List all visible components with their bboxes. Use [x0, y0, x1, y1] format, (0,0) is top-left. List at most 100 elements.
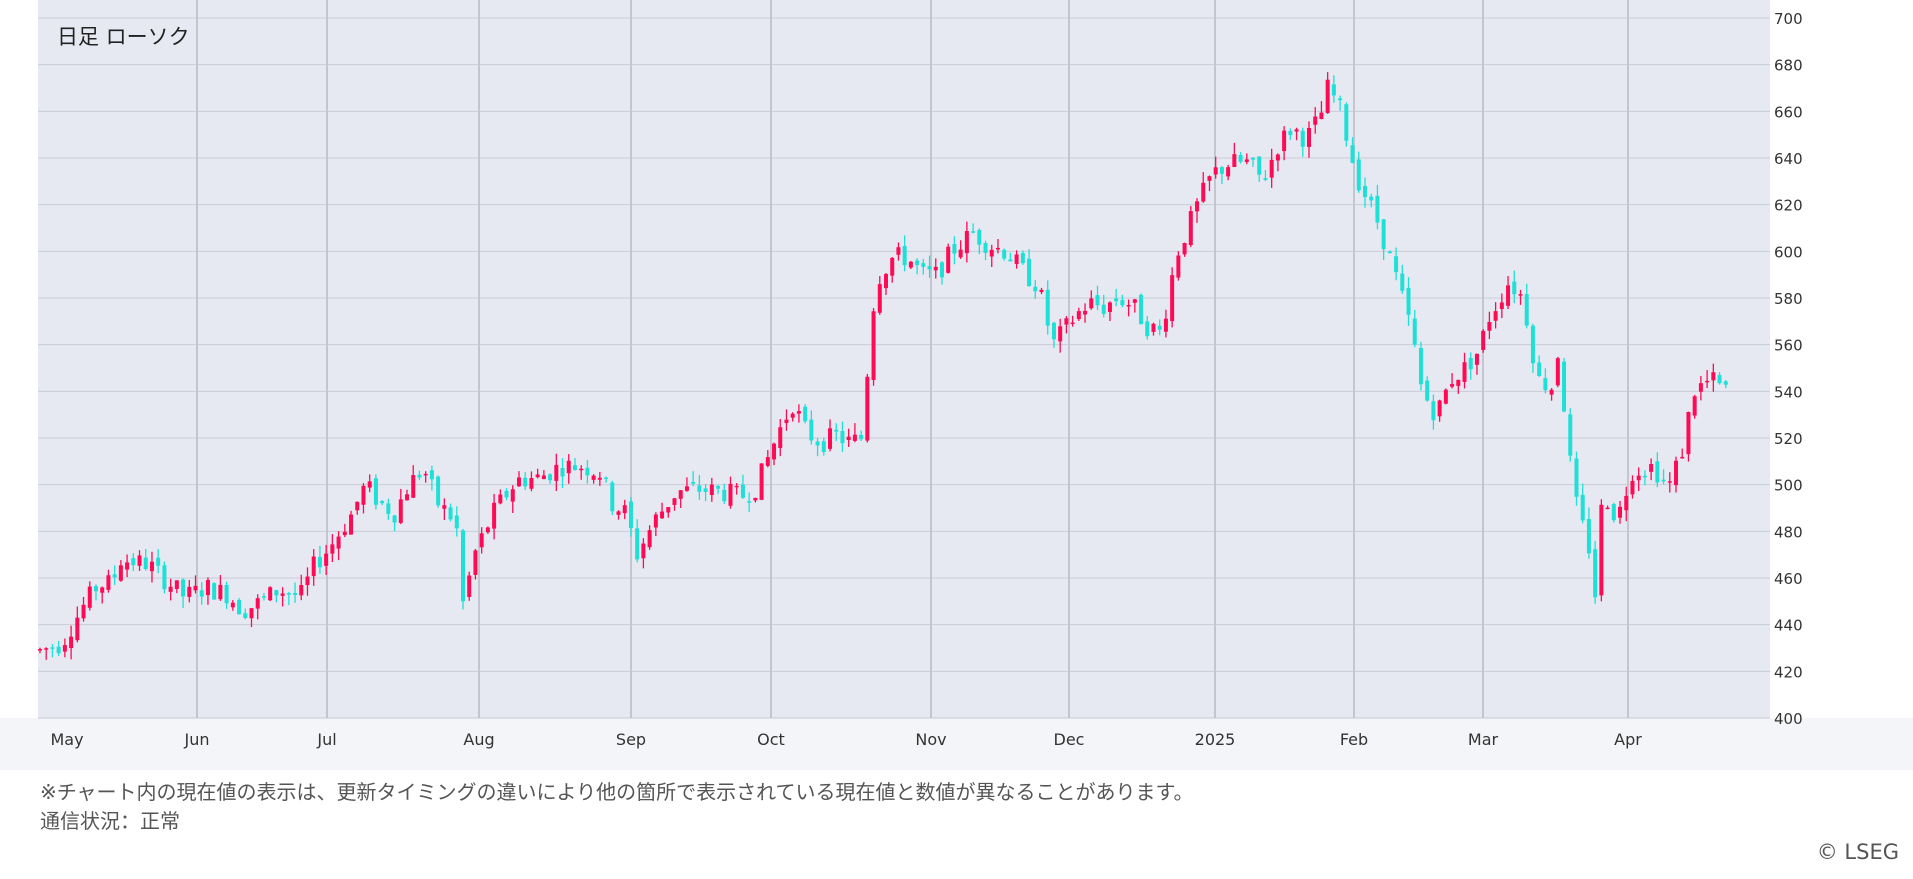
candle-body: [1095, 295, 1100, 306]
candle-body: [1008, 259, 1013, 262]
candle-body: [765, 457, 770, 466]
candle-body: [261, 596, 266, 598]
chart-canvas[interactable]: 400 420 440 460 480 500 520 540 560 580 600 620 640 6…: [0, 0, 1913, 770]
candle-body: [728, 483, 733, 506]
candle-body: [100, 587, 105, 593]
candle-body: [1344, 104, 1349, 141]
candle-body: [541, 475, 546, 480]
y-axis-panel: [1770, 0, 1913, 718]
candle-body: [1089, 298, 1094, 309]
candle-body: [977, 229, 982, 245]
y-tick-label: 600: [1774, 243, 1803, 261]
candle-body: [1126, 305, 1131, 307]
candle-body: [131, 558, 136, 566]
candle-body: [1611, 504, 1616, 521]
candle-body: [81, 604, 86, 619]
candle-body: [939, 262, 944, 278]
candle-body: [591, 475, 596, 480]
candle-body: [1369, 196, 1374, 201]
candle-body: [703, 488, 708, 492]
candle-body: [349, 514, 354, 535]
candle-body: [1562, 361, 1567, 412]
candle-body: [666, 507, 671, 513]
candle-body: [1313, 116, 1318, 125]
candle-body: [1636, 475, 1641, 481]
candle-body: [1226, 167, 1231, 177]
candle-body: [610, 482, 615, 512]
candle-body: [1493, 311, 1498, 321]
candle-body: [342, 531, 347, 536]
candle-body: [1163, 318, 1168, 332]
x-axis-band: [0, 718, 1913, 770]
candle-body: [1468, 357, 1473, 370]
candle-body: [1257, 156, 1262, 175]
candle-body: [809, 419, 814, 441]
candle-body: [958, 249, 963, 258]
candle-body: [1300, 130, 1305, 147]
candle-body: [865, 376, 870, 441]
candle-body: [983, 243, 988, 253]
candle-body: [1487, 321, 1492, 331]
candle-body: [174, 580, 179, 589]
candle-body: [653, 514, 658, 528]
candle-body: [709, 484, 714, 495]
candle-body: [274, 590, 279, 596]
candle-body: [87, 586, 92, 608]
candle-body: [635, 528, 640, 560]
stock-chart[interactable]: 400 420 440 460 480 500 520 540 560 580 600 620 640 6…: [0, 0, 1913, 770]
candle-body: [224, 584, 229, 604]
candle-body: [168, 586, 173, 592]
candle-body: [716, 486, 721, 489]
candle-body: [1412, 318, 1417, 345]
chart-title: 日足 ローソク: [57, 25, 190, 49]
candle-body: [386, 503, 391, 514]
x-tick-label: Feb: [1340, 730, 1368, 749]
candle-body: [311, 556, 316, 577]
candle-body: [330, 544, 335, 554]
candle-body: [361, 485, 366, 505]
candle-body: [199, 590, 204, 597]
candle-body: [1506, 285, 1511, 306]
candle-body: [75, 617, 80, 641]
candle-body: [1157, 325, 1162, 330]
candle-body: [672, 498, 677, 505]
y-tick-label: 680: [1774, 57, 1803, 75]
candle-body: [1182, 242, 1187, 255]
candle-body: [952, 244, 957, 254]
candle-body: [162, 565, 167, 590]
candle-body: [604, 477, 609, 480]
candle-body: [212, 583, 217, 600]
candle-body: [971, 231, 976, 233]
candle-body: [1530, 325, 1535, 364]
candle-body: [647, 530, 652, 548]
candle-body: [964, 230, 969, 254]
x-tick-label: May: [50, 730, 83, 749]
y-tick-label: 620: [1774, 197, 1803, 215]
candle-body: [1114, 298, 1119, 302]
candle-body: [1481, 330, 1486, 350]
candle-body: [1456, 379, 1461, 386]
candle-body: [722, 489, 727, 502]
x-tick-label: Mar: [1468, 730, 1499, 749]
x-tick-label: Jun: [184, 730, 210, 749]
candle-body: [1599, 504, 1604, 596]
candle-body: [392, 515, 397, 523]
disclaimer-note: ※チャート内の現在値の表示は、更新タイミングの違いにより他の箇所で表示されている…: [40, 780, 1194, 804]
candle-body: [280, 593, 285, 596]
candle-body: [529, 478, 534, 489]
candle-body: [1437, 400, 1442, 417]
candle-body: [759, 463, 764, 500]
candle-body: [1362, 185, 1367, 198]
candle-body: [118, 565, 123, 581]
candle-body: [143, 557, 148, 570]
candle-body: [1331, 84, 1336, 96]
candle-body: [93, 586, 98, 592]
candle-body: [852, 434, 857, 441]
candle-body: [1294, 129, 1299, 132]
candle-body: [1512, 281, 1517, 295]
candle-body: [1195, 201, 1200, 212]
candle-body: [772, 443, 777, 460]
candle-body: [1649, 464, 1654, 472]
candle-body: [336, 536, 341, 549]
candle-body: [293, 593, 298, 595]
